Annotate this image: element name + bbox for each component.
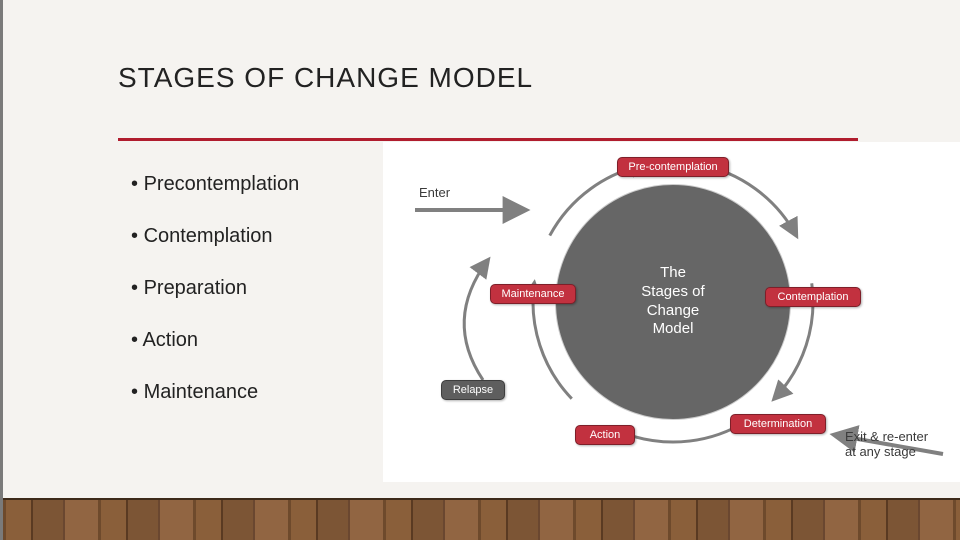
stage-determination: Determination (730, 414, 826, 434)
bullet-list: Precontemplation Contemplation Preparati… (131, 172, 299, 432)
exit-label: Exit & re-enterat any stage (845, 430, 955, 460)
bullet-item: Precontemplation (131, 172, 299, 196)
bullet-item: Preparation (131, 276, 299, 300)
bullet-item: Maintenance (131, 380, 299, 404)
wood-floor-decoration (3, 498, 960, 540)
stage-action: Action (575, 425, 635, 445)
stage-maintenance: Maintenance (490, 284, 576, 304)
title-underline (118, 138, 858, 141)
relapse-arrow (464, 260, 488, 380)
slide: STAGES OF CHANGE MODEL Precontemplation … (0, 0, 960, 540)
bullet-item: Contemplation (131, 224, 299, 248)
enter-label: Enter (419, 186, 450, 201)
stage-contemplation: Contemplation (765, 287, 861, 307)
stages-diagram: TheStages ofChangeModel Pre-contemplation… (383, 142, 960, 482)
slide-title: STAGES OF CHANGE MODEL (118, 62, 533, 94)
stage-precontemplation: Pre-contemplation (617, 157, 729, 177)
center-label: TheStages ofChangeModel (603, 264, 743, 339)
stage-relapse: Relapse (441, 380, 505, 400)
bullet-item: Action (131, 328, 299, 352)
